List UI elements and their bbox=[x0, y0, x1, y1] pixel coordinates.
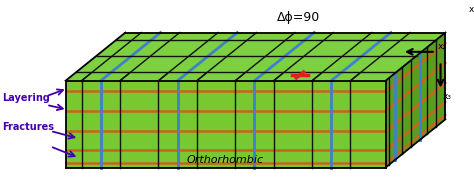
Text: Layering: Layering bbox=[2, 93, 50, 103]
Text: Orthorhombic: Orthorhombic bbox=[187, 155, 264, 165]
Text: x₃: x₃ bbox=[443, 92, 451, 101]
Text: Δϕ=90: Δϕ=90 bbox=[277, 11, 320, 24]
Text: x₁: x₁ bbox=[468, 5, 474, 14]
Polygon shape bbox=[65, 81, 386, 168]
Polygon shape bbox=[386, 33, 446, 168]
Text: x₂: x₂ bbox=[438, 42, 447, 51]
Polygon shape bbox=[65, 33, 446, 81]
Text: Fractures: Fractures bbox=[2, 122, 54, 132]
